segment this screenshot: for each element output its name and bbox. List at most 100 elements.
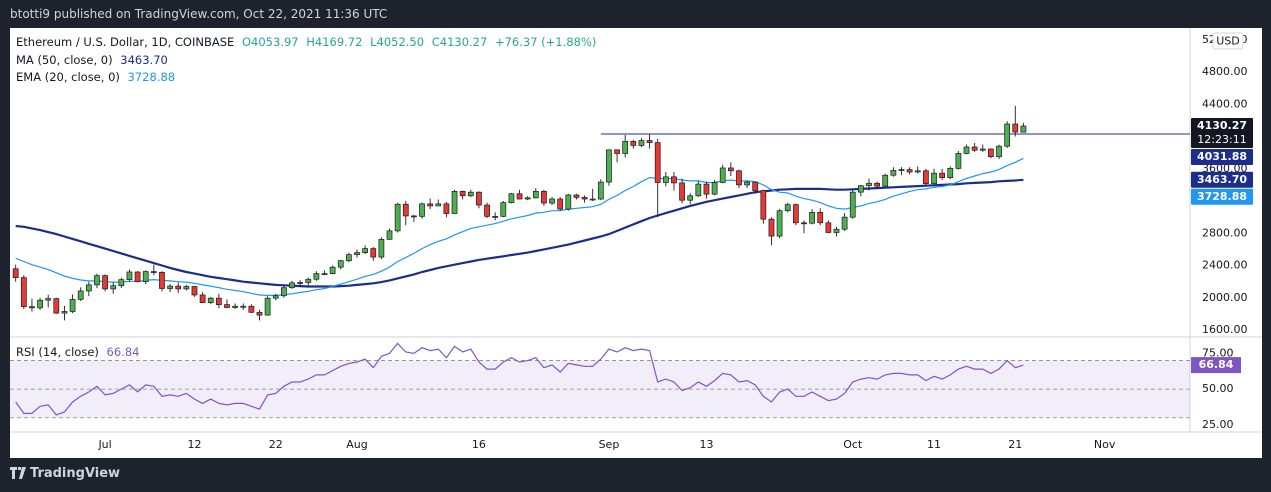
candle-body [736, 170, 742, 186]
candle-body [988, 148, 994, 158]
candle-body [443, 203, 450, 214]
candle-body [849, 191, 856, 218]
candle-body [386, 230, 393, 240]
candle-body [199, 294, 206, 303]
y-tick-label: 1600.00 [1202, 323, 1248, 336]
candle-body [248, 305, 255, 313]
ohlc-open: O4053.97 [241, 35, 299, 49]
candle-body [1020, 125, 1027, 133]
countdown: 12:23:11 [1197, 133, 1246, 146]
candle-body [874, 182, 880, 187]
candle-body [898, 169, 905, 171]
candle-body [118, 279, 125, 287]
candle-body [549, 198, 555, 204]
candle-body [614, 149, 620, 154]
candle-body [69, 299, 76, 312]
price-badge-label: 3463.70 [1197, 173, 1247, 186]
candle-body [801, 222, 807, 225]
candle-body [12, 268, 19, 278]
candle-body [671, 176, 677, 184]
candle-body [102, 275, 108, 290]
x-tick-label: 22 [269, 438, 283, 451]
candle-body [321, 273, 328, 275]
candle-body [53, 298, 60, 314]
x-tick-label: Jul [97, 438, 111, 451]
price-badge [1191, 171, 1253, 188]
candle-body [159, 272, 165, 289]
candle-body [727, 167, 734, 172]
candle-body [427, 203, 434, 207]
candle-body [240, 305, 247, 308]
candle-body [459, 191, 466, 197]
candle-body [947, 168, 954, 178]
candle-body [77, 290, 84, 300]
rsi-badge-label: 66.84 [1199, 358, 1234, 371]
candle-body [45, 298, 52, 301]
candle-body [224, 304, 230, 308]
x-tick-label: 11 [927, 438, 941, 451]
candle-body [256, 311, 263, 316]
candle-body [719, 167, 726, 183]
candle-body [882, 174, 889, 187]
candle-body [411, 215, 417, 218]
candle-body [971, 146, 978, 151]
candle-body [492, 215, 499, 218]
candle-body [776, 210, 783, 237]
candle-body [606, 149, 612, 183]
candle-body [931, 172, 937, 185]
candle-body [508, 193, 515, 203]
symbol: Ethereum / U.S. Dollar, 1D, COINBASE [16, 35, 235, 49]
candle-body [142, 271, 149, 283]
change: +76.37 (+1.88%) [494, 35, 597, 49]
rsi-tick-label: 50.00 [1202, 382, 1234, 395]
overlay-line [15, 178, 1024, 288]
candle-body [289, 282, 295, 289]
y-tick-label: 2800.00 [1202, 226, 1248, 239]
candle-body [94, 275, 100, 286]
candle-body [29, 306, 35, 309]
candle-body [630, 141, 637, 146]
y-tick-label: 4800.00 [1202, 65, 1248, 78]
candle-body [394, 203, 401, 232]
candle-body [809, 211, 815, 224]
candle-body [370, 248, 377, 258]
candle-body [939, 172, 946, 178]
candle-body [232, 305, 238, 308]
x-tick-label: 12 [187, 438, 201, 451]
legend-value: 3463.70 [120, 53, 168, 67]
candle-body [866, 182, 872, 187]
chart-panel [10, 28, 1262, 458]
candle-body [337, 260, 344, 268]
brand-logo [10, 467, 26, 479]
candle-body [467, 191, 474, 197]
price-badge [1191, 118, 1253, 149]
candle-body [175, 285, 182, 290]
y-tick-label: 4400.00 [1202, 97, 1248, 110]
rsi-tick-label: 25.00 [1202, 418, 1234, 431]
candle-body [354, 252, 360, 255]
candle-body [752, 181, 759, 191]
candle-body [419, 203, 425, 217]
x-tick-label: Oct [843, 438, 863, 451]
ohlc-low: L4052.50 [370, 35, 425, 49]
x-tick-label: Nov [1094, 438, 1116, 451]
candle-body [841, 216, 848, 230]
legend-name: EMA (20, close, 0) [16, 70, 120, 84]
candle-body [662, 176, 669, 183]
y-tick-label: 2400.00 [1202, 259, 1248, 272]
candle-body [516, 193, 523, 200]
candle-body [784, 204, 791, 212]
candle-body [963, 146, 970, 154]
candle-body [150, 271, 157, 273]
candle-body [857, 185, 864, 193]
candle-body [557, 198, 564, 210]
candle-body [126, 271, 133, 280]
x-tick-label: Aug [346, 438, 367, 451]
currency-badge [1212, 32, 1244, 50]
rsi-legend: RSI (14, close) 66.84 [16, 345, 143, 359]
candle-body [1012, 123, 1019, 133]
y-tick-label: 2000.00 [1202, 291, 1248, 304]
candle-body [923, 170, 929, 185]
